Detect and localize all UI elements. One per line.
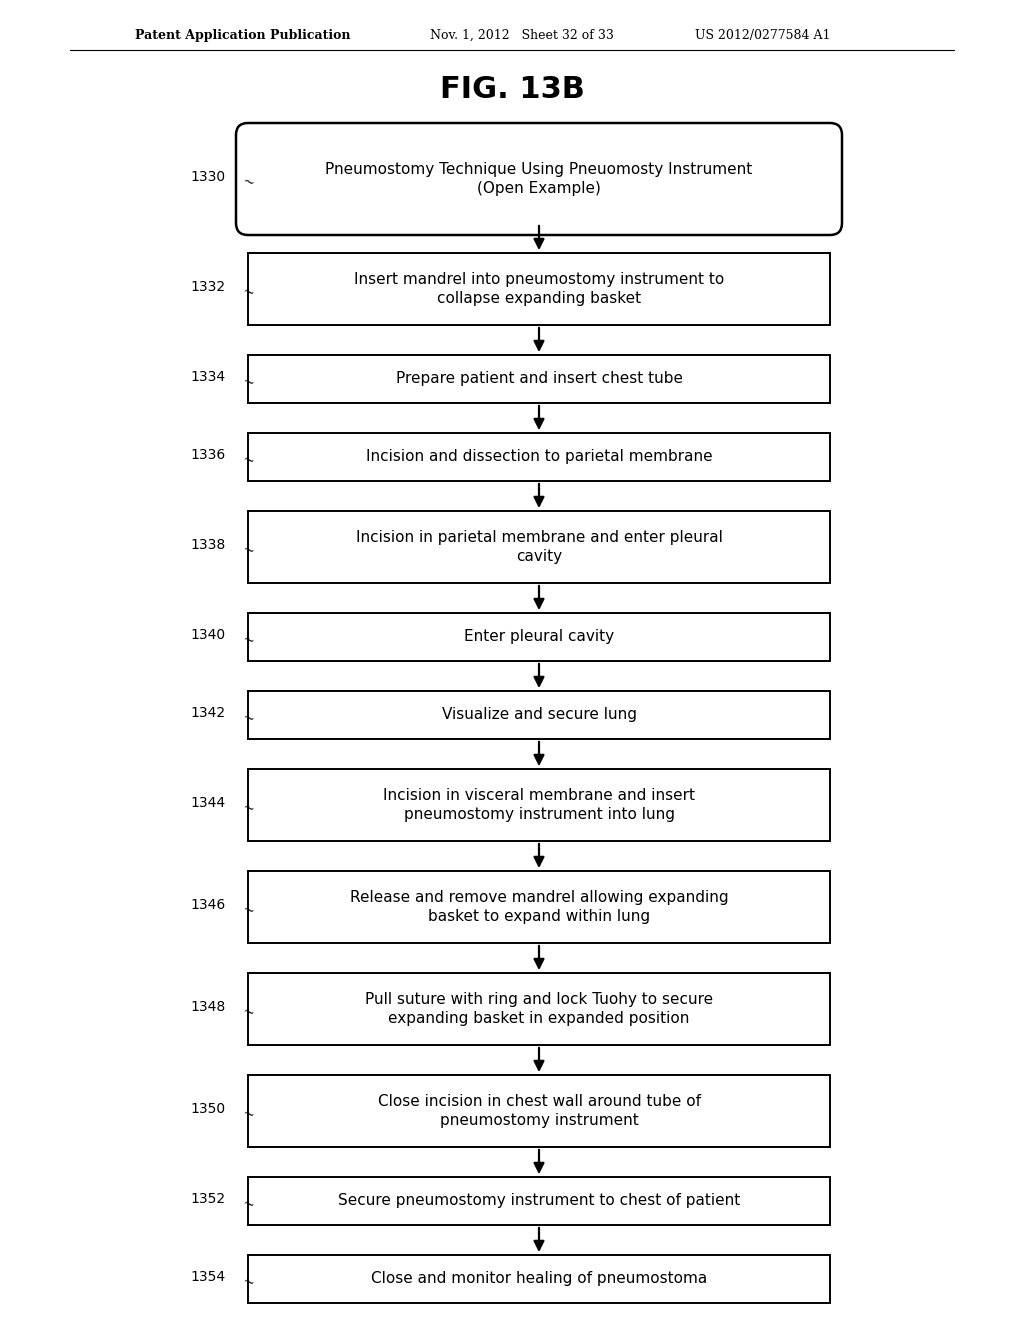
Text: US 2012/0277584 A1: US 2012/0277584 A1 (695, 29, 830, 41)
Text: Incision and dissection to parietal membrane: Incision and dissection to parietal memb… (366, 450, 713, 465)
Bar (248, 355, 830, 403)
Text: 1350: 1350 (190, 1102, 226, 1115)
Bar (248, 871, 830, 942)
Text: Secure pneumostomy instrument to chest of patient: Secure pneumostomy instrument to chest o… (338, 1193, 740, 1209)
Text: ~: ~ (240, 375, 256, 392)
Text: 1332: 1332 (190, 280, 226, 294)
Text: ~: ~ (240, 284, 256, 301)
Text: Visualize and secure lung: Visualize and secure lung (441, 708, 637, 722)
Text: 1336: 1336 (190, 447, 226, 462)
Text: ~: ~ (240, 1274, 256, 1291)
Text: 1342: 1342 (190, 706, 226, 719)
Text: Enter pleural cavity: Enter pleural cavity (464, 630, 614, 644)
Text: Close incision in chest wall around tube of
pneumostomy instrument: Close incision in chest wall around tube… (378, 1093, 700, 1129)
Text: ~: ~ (240, 543, 256, 560)
Text: ~: ~ (240, 174, 256, 191)
Bar (248, 690, 830, 739)
Bar (248, 433, 830, 480)
FancyBboxPatch shape (236, 123, 842, 235)
Text: 1334: 1334 (190, 370, 226, 384)
Text: ~: ~ (240, 800, 256, 817)
Text: ~: ~ (240, 710, 256, 727)
Bar (248, 1177, 830, 1225)
Text: ~: ~ (240, 903, 256, 920)
Text: Patent Application Publication: Patent Application Publication (135, 29, 350, 41)
Text: Incision in parietal membrane and enter pleural
cavity: Incision in parietal membrane and enter … (355, 529, 723, 565)
Text: 1330: 1330 (190, 170, 226, 183)
Text: Release and remove mandrel allowing expanding
basket to expand within lung: Release and remove mandrel allowing expa… (349, 890, 728, 924)
Bar (248, 1255, 830, 1303)
Text: ~: ~ (240, 1005, 256, 1022)
Text: Pull suture with ring and lock Tuohy to secure
expanding basket in expanded posi: Pull suture with ring and lock Tuohy to … (365, 991, 713, 1027)
Text: ~: ~ (240, 453, 256, 470)
Text: ~: ~ (240, 1196, 256, 1213)
Text: 1354: 1354 (190, 1270, 226, 1284)
Bar (248, 1074, 830, 1147)
Text: FIG. 13B: FIG. 13B (439, 75, 585, 104)
Text: 1352: 1352 (190, 1192, 226, 1206)
Text: Insert mandrel into pneumostomy instrument to
collapse expanding basket: Insert mandrel into pneumostomy instrume… (354, 272, 724, 306)
Bar (248, 770, 830, 841)
Text: 1338: 1338 (190, 539, 226, 552)
Text: Incision in visceral membrane and insert
pneumostomy instrument into lung: Incision in visceral membrane and insert… (383, 788, 695, 822)
Text: ~: ~ (240, 1106, 256, 1123)
Text: ~: ~ (240, 632, 256, 649)
Bar (248, 612, 830, 661)
Bar (248, 253, 830, 325)
Bar (248, 511, 830, 583)
Text: 1348: 1348 (190, 1001, 226, 1014)
Text: Prepare patient and insert chest tube: Prepare patient and insert chest tube (395, 371, 683, 387)
Bar (248, 973, 830, 1045)
Text: 1346: 1346 (190, 898, 226, 912)
Text: Pneumostomy Technique Using Pneuomosty Instrument
(Open Example): Pneumostomy Technique Using Pneuomosty I… (326, 161, 753, 197)
Text: Nov. 1, 2012   Sheet 32 of 33: Nov. 1, 2012 Sheet 32 of 33 (430, 29, 613, 41)
Text: Close and monitor healing of pneumostoma: Close and monitor healing of pneumostoma (371, 1271, 708, 1287)
Text: 1340: 1340 (190, 628, 226, 642)
Text: 1344: 1344 (190, 796, 226, 810)
